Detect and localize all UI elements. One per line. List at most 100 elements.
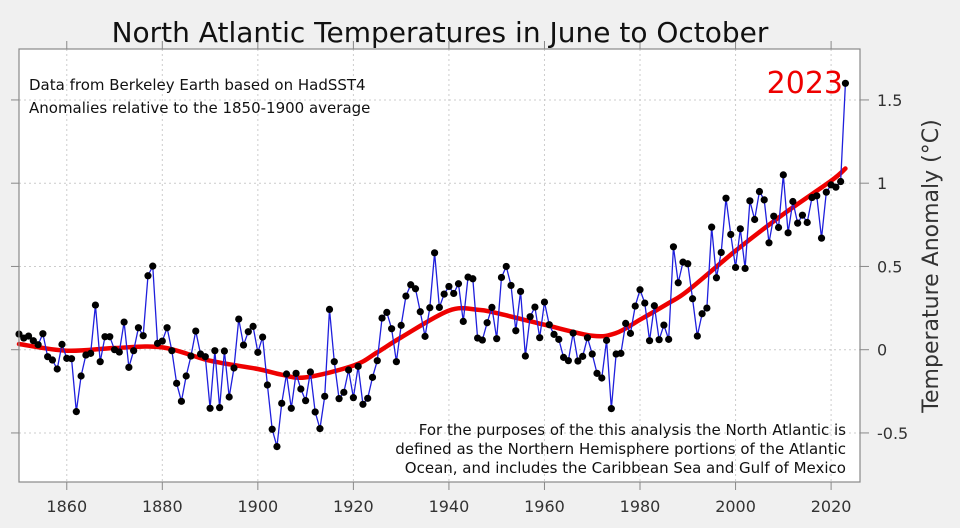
y-tick-label: 0: [877, 341, 887, 360]
data-point: [488, 303, 496, 312]
data-point: [378, 314, 386, 322]
data-point: [220, 347, 229, 355]
data-point: [106, 333, 114, 341]
data-point: [669, 243, 678, 251]
data-point: [72, 408, 80, 416]
data-point: [216, 404, 224, 412]
data-point: [607, 405, 615, 413]
data-point: [731, 263, 740, 272]
data-point: [388, 325, 396, 333]
data-point: [502, 262, 510, 271]
data-point: [321, 392, 329, 400]
data-point: [330, 358, 338, 366]
data-point: [244, 328, 252, 336]
data-point: [803, 218, 811, 227]
data-point: [354, 362, 362, 370]
definition-note-line-2: defined as the Northern Hemisphere porti…: [395, 440, 846, 458]
data-point: [302, 397, 310, 405]
axis-ticks: 1860 1880 1900 1920 1940 1960 1980 2000 2020 -0.5…: [11, 41, 908, 516]
data-point: [741, 264, 749, 273]
data-point: [583, 334, 592, 342]
data-point: [684, 260, 692, 268]
data-point: [579, 352, 587, 360]
data-point: [349, 394, 357, 402]
data-point: [540, 298, 549, 306]
source-note: Data from Berkeley Earth based on HadSST…: [29, 76, 366, 94]
data-point: [187, 352, 195, 360]
chart-title: North Atlantic Temperatures in June to O…: [112, 16, 769, 49]
data-point: [254, 348, 262, 356]
data-point: [182, 372, 190, 380]
data-point: [407, 281, 415, 289]
data-point: [53, 365, 61, 373]
data-point: [340, 388, 348, 396]
data-point: [459, 317, 467, 325]
data-point: [87, 349, 95, 357]
data-point: [168, 347, 176, 355]
annual-line: [18, 83, 847, 447]
data-point: [512, 327, 520, 335]
x-tick-label: 2020: [811, 497, 852, 516]
data-point: [798, 211, 807, 219]
data-point: [536, 334, 544, 342]
data-point: [617, 349, 625, 357]
data-point: [779, 171, 787, 179]
data-point: [67, 355, 76, 363]
data-point: [402, 292, 410, 300]
data-point: [430, 249, 439, 257]
data-point: [139, 332, 147, 340]
data-point: [311, 408, 319, 416]
data-point: [440, 290, 448, 298]
data-point: [158, 337, 166, 345]
data-point: [77, 372, 85, 380]
data-point: [421, 332, 429, 340]
data-point: [497, 273, 506, 282]
data-point: [397, 321, 405, 329]
definition-note-line-1: For the purposes of the this analysis th…: [419, 421, 846, 439]
data-point: [454, 280, 463, 288]
data-point: [645, 337, 654, 345]
data-point: [712, 274, 721, 282]
data-point: [622, 319, 630, 327]
data-point: [115, 348, 123, 356]
data-point: [239, 341, 248, 349]
data-point: [144, 272, 152, 280]
x-tick-label: 1920: [333, 497, 374, 516]
data-point: [602, 336, 611, 344]
data-point: [736, 225, 744, 233]
y-tick-label: 0.5: [877, 257, 902, 276]
data-point: [493, 335, 501, 343]
x-tick-label: 1900: [237, 497, 278, 516]
data-point: [426, 304, 434, 312]
data-point: [832, 183, 840, 191]
data-point: [817, 234, 826, 242]
data-point: [359, 400, 367, 408]
data-point: [688, 295, 697, 303]
y-axis-label: Temperature Anomaly (°C): [919, 119, 944, 413]
y-tick-label: 1.5: [877, 91, 902, 110]
data-point: [325, 305, 334, 314]
x-tick-label: 2000: [715, 497, 756, 516]
data-point: [674, 279, 682, 287]
data-point: [335, 395, 343, 403]
plot-frame: [18, 48, 861, 483]
definition-note-line-3: Ocean, and includes the Caribbean Sea an…: [405, 459, 846, 477]
data-point: [345, 366, 353, 374]
data-point: [693, 332, 701, 340]
data-point: [765, 239, 773, 247]
data-point: [306, 368, 314, 376]
data-point: [837, 177, 845, 186]
data-point: [259, 333, 267, 341]
data-point: [746, 197, 754, 205]
data-point: [774, 223, 783, 232]
data-point: [703, 304, 711, 312]
data-point: [841, 79, 850, 87]
data-point: [416, 308, 424, 316]
data-point: [287, 404, 295, 412]
x-tick-label: 1940: [429, 497, 470, 516]
data-point: [555, 335, 563, 343]
data-point: [225, 393, 233, 401]
data-point: [813, 192, 821, 200]
y-tick-label: -0.5: [877, 424, 908, 443]
data-point: [626, 329, 635, 337]
